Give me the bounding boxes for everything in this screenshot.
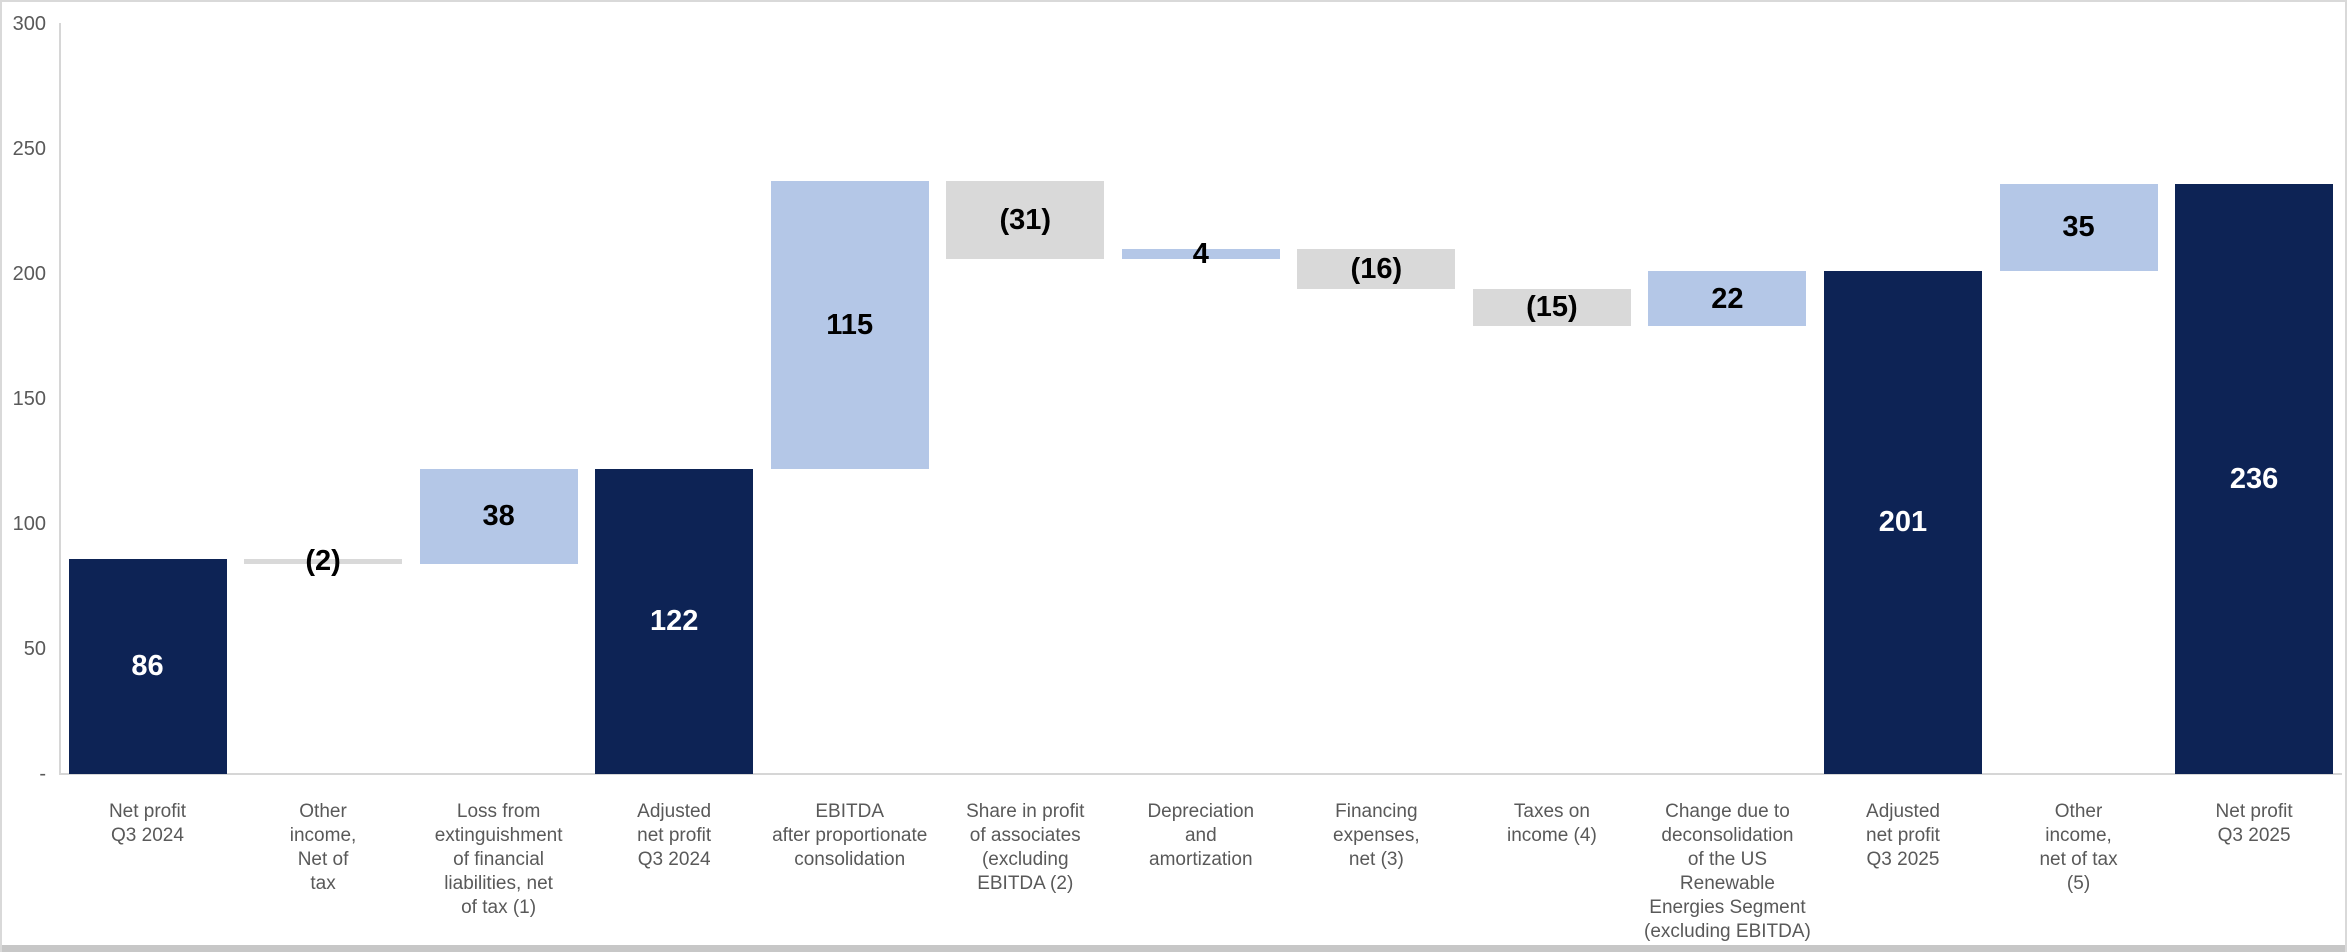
category-label-line: of associates (969, 825, 1081, 846)
y-axis-line (59, 23, 61, 774)
category-label-line: net profit (1866, 825, 1940, 846)
category-label: Taxes on income (4) (1454, 800, 1650, 848)
bar-value-label: (16) (1350, 252, 1403, 285)
y-tick-label: 200 (12, 262, 46, 285)
category-label-line: (excluding EBITDA) (1644, 921, 1811, 942)
category-label: Share in profit of associates (excluding EB… (927, 800, 1123, 896)
category-label-line: net of tax (2039, 849, 2118, 870)
category-label-line: Net profit (108, 801, 187, 822)
bar-value-label: 122 (649, 605, 699, 637)
category-label-line: extinguishment (434, 825, 563, 846)
category-label-line: Q3 2025 (2217, 825, 2291, 846)
bar-value-label: (15) (1526, 291, 1578, 324)
category-label-line: (5) (2066, 873, 2091, 894)
y-tick-label: 100 (12, 512, 46, 535)
bar-increase (419, 468, 578, 564)
category-label-line: Share in profit (966, 801, 1085, 822)
bar-value-label: 38 (482, 500, 515, 532)
bar-decrease (946, 181, 1105, 259)
y-tick-label: 50 (23, 637, 46, 660)
category-label-line: Depreciation (1147, 801, 1255, 822)
category-label: Other income, net of tax (5) (1981, 800, 2177, 896)
category-label-line: net (3) (1348, 849, 1404, 870)
bar-increase (1121, 248, 1280, 259)
category-label: Adjusted net profit Q3 2024 (576, 800, 772, 872)
category-label-line: Net profit (2215, 801, 2293, 822)
bar-decrease (1472, 288, 1631, 326)
bar-value-label: 86 (131, 650, 164, 682)
bar-value-label: 236 (2229, 462, 2279, 495)
category-label-line: EBITDA (815, 801, 884, 822)
bar-value-label: 201 (1878, 506, 1928, 539)
category-label-line: Q3 2024 (637, 849, 711, 870)
category-label-line: Energies Segment (1649, 897, 1806, 918)
category-label-line: of the US (1687, 849, 1768, 870)
category-label-line: Other (2054, 801, 2103, 822)
category-label: EBITDA after proportionate consolidation (752, 800, 948, 872)
bar-value-label: 4 (1192, 237, 1209, 270)
category-label-line: Q3 2025 (1866, 849, 1940, 870)
y-tick-label: 150 (12, 387, 46, 410)
bar-total (1824, 271, 1982, 774)
bar-value-label: 22 (1711, 282, 1744, 315)
category-label-line: deconsolidation (1661, 825, 1794, 846)
category-label-line: Loss from (456, 801, 541, 822)
y-tick-label: - (39, 762, 46, 785)
bottom-strip (2, 945, 2345, 952)
y-tick-label: 300 (12, 12, 46, 35)
category-label-line: income, (2045, 825, 2112, 846)
bar-value-label: 115 (826, 308, 874, 341)
bar-value-label: 35 (2062, 211, 2095, 244)
category-label: Net profit Q3 2024 (50, 800, 246, 848)
category-label-line: Other (299, 801, 347, 822)
category-label: Depreciation and amortization (1103, 800, 1299, 872)
category-label-line: Net of (297, 849, 349, 870)
bar-increase (1648, 271, 1807, 326)
bar-value-label: (2) (305, 545, 341, 577)
category-label-line: of financial (453, 849, 544, 870)
category-label-line: of tax (1) (461, 897, 537, 918)
y-tick-label: 250 (12, 137, 46, 160)
category-label-line: (excluding (981, 849, 1069, 870)
bar-total (68, 558, 227, 774)
bar-total (595, 468, 754, 774)
category-label-line: income (4) (1507, 825, 1597, 846)
category-label-line: expenses, (1333, 825, 1420, 846)
category-label-line: income, (289, 825, 357, 846)
bar-total (2175, 183, 2334, 774)
category-label-line: Q3 2024 (111, 825, 184, 846)
category-label-line: tax (310, 873, 336, 894)
category-label-line: Renewable (1679, 873, 1775, 894)
bar-value-label: (31) (999, 203, 1052, 236)
category-label: Loss from extinguishment of financial liabi… (401, 800, 597, 920)
category-label-line: after proportionate (772, 825, 928, 846)
category-label: Financing expenses, net (3) (1279, 800, 1475, 872)
category-label-line: Adjusted (1866, 801, 1940, 822)
bar-increase (770, 181, 929, 469)
category-label-line: liabilities, net (444, 873, 553, 894)
category-label-line: net profit (637, 825, 712, 846)
category-label-line: amortization (1149, 849, 1253, 870)
bar-decrease (1297, 248, 1456, 289)
x-axis-line (59, 773, 2342, 775)
category-label-line: and (1184, 825, 1217, 846)
bar-decrease (244, 558, 403, 564)
category-label: Other income, Net of tax (225, 800, 421, 896)
category-label-line: EBITDA (2) (977, 873, 1074, 894)
category-label-line: Adjusted (637, 801, 712, 822)
category-label: Change due to deconsolidation of the US Ren… (1630, 800, 1826, 944)
category-label-line: Financing (1335, 801, 1418, 822)
category-label-line: Change due to (1665, 801, 1790, 822)
category-label: Net profit Q3 2025 (2156, 800, 2345, 848)
category-label-line: consolidation (794, 849, 906, 870)
category-label-line: Taxes on (1513, 801, 1590, 822)
category-label: Adjusted net profit Q3 2025 (1805, 800, 2001, 872)
bar-increase (1999, 183, 2158, 271)
